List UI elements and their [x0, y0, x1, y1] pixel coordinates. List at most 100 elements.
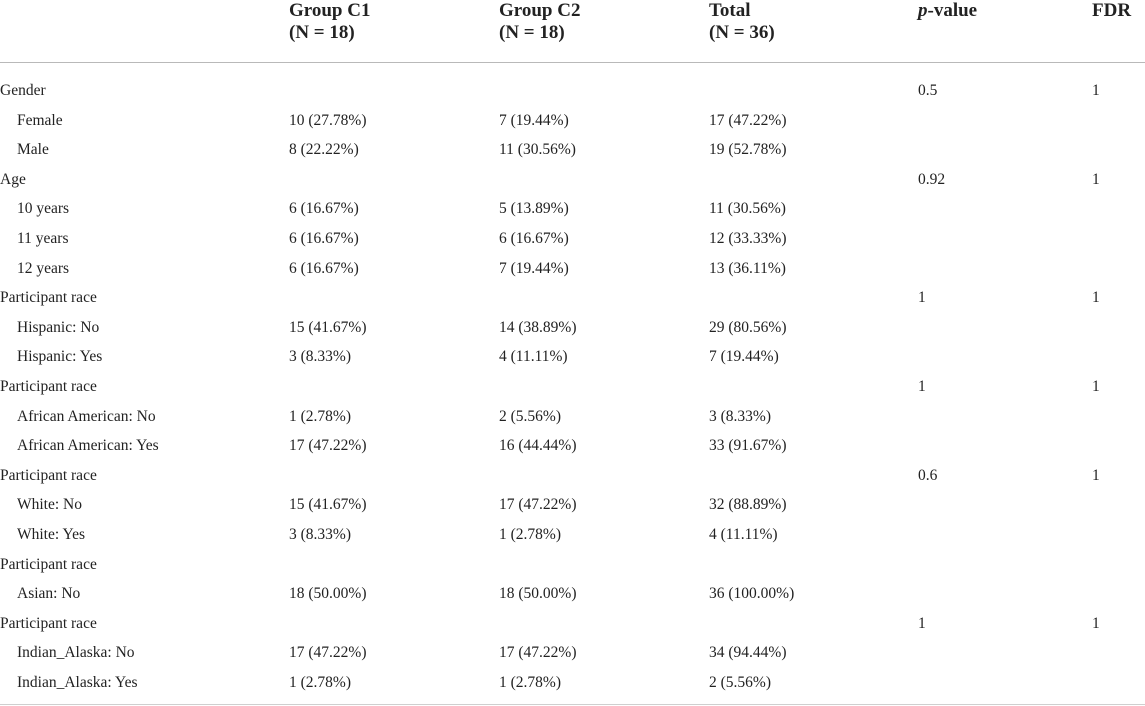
p-value-cell [918, 402, 1092, 432]
group-c2-cell: 1 (2.78%) [499, 673, 561, 691]
header-total: Total (N = 36) [709, 0, 918, 63]
row-label-cell: African American: Yes [17, 437, 159, 455]
total-cell [709, 165, 918, 195]
group-c2-cell: 17 (47.22%) [499, 644, 577, 662]
total-cell: 2 (5.56%) [709, 673, 771, 691]
fdr-cell [1092, 106, 1145, 136]
table-row: Male 8 (22.22%) 11 (30.56%) 19 (52.78%) [0, 135, 1145, 165]
total-cell: 33 (91.67%) [709, 437, 787, 455]
group-c2-cell: 5 (13.89%) [499, 200, 569, 218]
header-p-suffix: -value [927, 0, 978, 21]
fdr-cell [1092, 490, 1145, 520]
fdr-cell [1092, 402, 1145, 432]
group-c1-cell: 15 (41.67%) [289, 318, 367, 336]
fdr-cell: 1 [1092, 289, 1100, 307]
total-cell [709, 283, 918, 313]
header-group-c2-title: Group C2 [499, 0, 581, 21]
p-value-cell: 0.5 [918, 82, 938, 99]
group-c1-cell: 6 (16.67%) [289, 259, 359, 277]
group-c2-cell: 7 (19.44%) [499, 259, 569, 277]
fdr-cell [1092, 579, 1145, 609]
total-cell: 36 (100.00%) [709, 585, 795, 603]
total-cell: 29 (80.56%) [709, 318, 787, 336]
p-value-cell [918, 520, 1092, 550]
fdr-cell [1092, 520, 1145, 550]
header-group-c1-count: (N = 18) [289, 22, 355, 43]
group-c2-cell: 18 (50.00%) [499, 585, 577, 603]
row-label-cell: Indian_Alaska: Yes [17, 673, 138, 691]
header-spacer-row [0, 63, 1145, 77]
total-cell: 34 (94.44%) [709, 644, 787, 662]
p-value-cell [918, 550, 1092, 580]
fdr-cell: 1 [1092, 82, 1100, 99]
total-cell: 19 (52.78%) [709, 141, 787, 159]
row-label-cell: White: No [17, 496, 82, 514]
row-label-cell: African American: No [17, 407, 156, 425]
p-value-cell [918, 638, 1092, 668]
header-fdr-text: FDR [1092, 0, 1132, 21]
header-group-c2: Group C2 (N = 18) [499, 0, 709, 63]
p-value-cell [918, 135, 1092, 165]
table-row: White: Yes 3 (8.33%) 1 (2.78%) 4 (11.11%) [0, 520, 1145, 550]
header-total-title: Total [709, 0, 751, 21]
group-c2-cell [499, 283, 709, 313]
p-value-cell: 1 [918, 289, 926, 307]
total-cell: 7 (19.44%) [709, 348, 779, 366]
table-row: Indian_Alaska: No 17 (47.22%) 17 (47.22%) 3… [0, 638, 1145, 668]
group-c2-cell [499, 550, 709, 580]
group-c1-cell [289, 609, 499, 639]
group-c1-cell [289, 372, 499, 402]
p-value-cell: 0.6 [918, 466, 938, 484]
group-c1-cell: 8 (22.22%) [289, 141, 359, 159]
group-c1-cell [289, 461, 499, 491]
header-label-column [0, 0, 289, 63]
total-cell [709, 550, 918, 580]
header-p-value: p-value [918, 0, 1092, 63]
table-header: Group C1 (N = 18) Group C2 (N = 18) Tota… [0, 0, 1145, 63]
table-group-row: Age 0.92 1 [0, 165, 1145, 195]
group-c1-cell: 17 (47.22%) [289, 644, 367, 662]
row-label-cell: Asian: No [17, 585, 81, 603]
row-label-cell: Indian_Alaska: No [17, 644, 135, 662]
group-c1-cell [289, 550, 499, 580]
total-cell: 11 (30.56%) [709, 200, 786, 218]
row-label-cell: Hispanic: No [17, 318, 100, 336]
table-group-row: Participant race 1 1 [0, 372, 1145, 402]
row-label-cell: Participant race [0, 614, 97, 632]
row-label-cell: 11 years [17, 229, 69, 247]
group-c1-cell: 6 (16.67%) [289, 200, 359, 218]
group-c1-cell: 1 (2.78%) [289, 407, 351, 425]
p-value-cell: 0.92 [918, 170, 946, 188]
total-cell: 12 (33.33%) [709, 229, 787, 247]
header-total-count: (N = 36) [709, 22, 775, 43]
group-c2-cell: 1 (2.78%) [499, 525, 561, 543]
table-row: Hispanic: Yes 3 (8.33%) 4 (11.11%) 7 (19.44… [0, 342, 1145, 372]
fdr-cell [1092, 342, 1145, 372]
header-fdr: FDR [1092, 0, 1145, 63]
row-label-cell: 10 years [17, 200, 70, 218]
table-row: 11 years 6 (16.67%) 6 (16.67%) 12 (33.33%) [0, 224, 1145, 254]
total-cell [709, 76, 918, 106]
total-cell: 3 (8.33%) [709, 407, 771, 425]
p-value-cell [918, 106, 1092, 136]
row-label-cell: Participant race [0, 466, 97, 484]
table-group-row: Participant race 1 1 [0, 283, 1145, 313]
group-c2-cell: 7 (19.44%) [499, 111, 569, 129]
group-c1-cell: 3 (8.33%) [289, 525, 351, 543]
row-label-cell: White: Yes [17, 525, 86, 543]
table-row: African American: Yes 17 (47.22%) 16 (44.4… [0, 431, 1145, 461]
group-c1-cell: 15 (41.67%) [289, 496, 367, 514]
fdr-cell [1092, 194, 1145, 224]
header-group-c1-title: Group C1 [289, 0, 371, 21]
p-value-cell: 1 [918, 614, 926, 632]
header-group-c2-count: (N = 18) [499, 22, 565, 43]
p-value-cell [918, 194, 1092, 224]
fdr-cell: 1 [1092, 170, 1100, 188]
row-label-cell: Hispanic: Yes [17, 348, 103, 366]
row-label-cell: Age [0, 170, 26, 188]
p-value-cell [918, 224, 1092, 254]
total-cell [709, 609, 918, 639]
fdr-cell [1092, 668, 1145, 698]
